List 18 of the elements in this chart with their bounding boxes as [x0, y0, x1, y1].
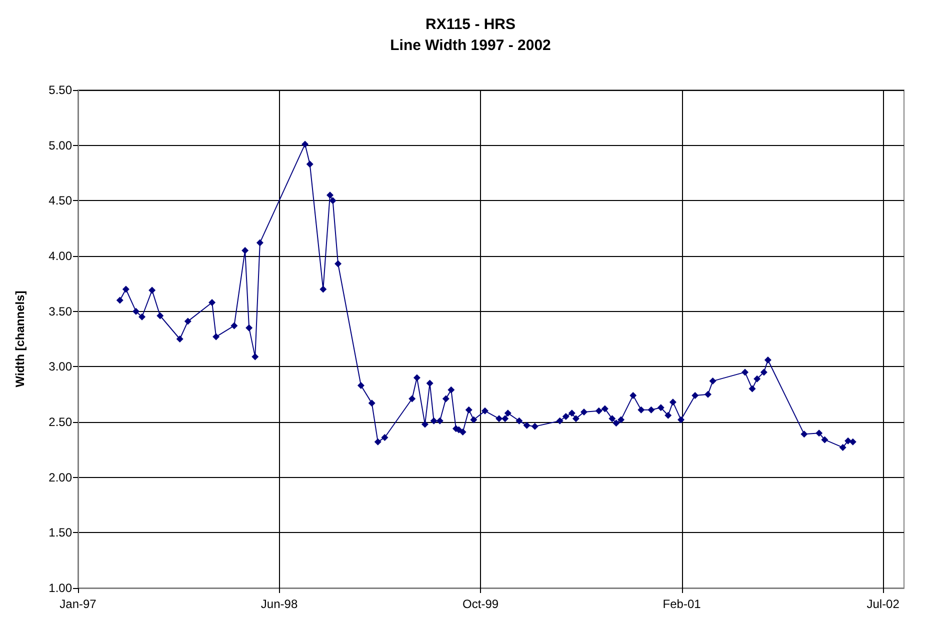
x-tick-label: Jan-97 — [60, 597, 97, 611]
y-tick-label: 5.00 — [48, 138, 72, 152]
x-tick-label: Jul-02 — [866, 597, 900, 611]
x-tick-label: Oct-99 — [462, 597, 499, 611]
y-tick-label: 3.50 — [48, 304, 72, 318]
y-axis-title: Width [channels] — [13, 290, 27, 388]
y-tick-label: 4.00 — [48, 249, 72, 263]
chart-title: RX115 - HRS — [425, 16, 516, 33]
x-tick-label: Jun-98 — [260, 597, 298, 611]
y-tick-label: 4.50 — [48, 194, 72, 208]
y-tick-label: 2.50 — [48, 415, 72, 429]
y-tick-label: 2.00 — [48, 470, 72, 484]
x-tick-label: Feb-01 — [662, 597, 702, 611]
y-tick-label: 5.50 — [48, 83, 72, 97]
y-tick-label: 1.50 — [48, 526, 72, 540]
y-tick-label: 1.00 — [48, 581, 72, 595]
chart-subtitle: Line Width 1997 - 2002 — [390, 37, 551, 54]
y-tick-label: 3.00 — [48, 360, 72, 374]
